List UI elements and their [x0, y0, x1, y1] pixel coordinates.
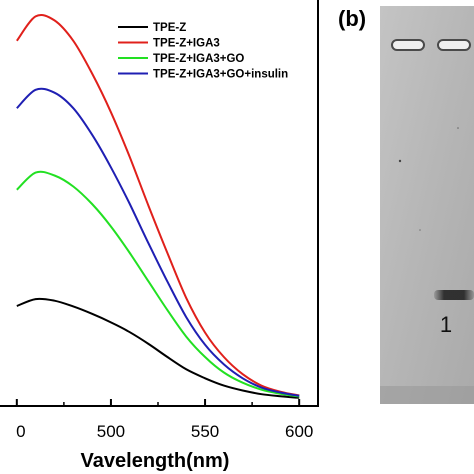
- gel-speck: [398, 159, 402, 163]
- x-tick-label: 550: [191, 422, 219, 441]
- gel-well: [391, 39, 425, 51]
- gel-bottom-edge: [380, 386, 474, 404]
- series-line-1: [15, 14, 300, 397]
- series-lines: [15, 14, 300, 399]
- series-line-0: [16, 297, 300, 399]
- x-axis-label: Vavelength(nm): [81, 450, 230, 472]
- x-tick-label: 600: [285, 422, 313, 441]
- gel-speck: [457, 127, 459, 129]
- lane-label: 1: [440, 312, 452, 337]
- panel-b: (b) 1: [338, 6, 474, 404]
- panel-b-label: (b): [338, 6, 366, 31]
- gel-speck: [419, 229, 421, 231]
- x-ticks: 0 500 550 600: [15, 399, 313, 441]
- x-tick-label: 0: [16, 422, 25, 441]
- gel-image: [380, 6, 474, 404]
- series-line-2: [16, 170, 300, 398]
- legend-label: TPE-Z+IGA3+GO+insulin: [153, 69, 288, 81]
- gel-band: [434, 290, 474, 300]
- legend-label: TPE-Z: [153, 22, 186, 34]
- gel-well: [437, 39, 471, 51]
- legend-label: TPE-Z+IGA3: [153, 38, 220, 50]
- series-line-3: [16, 87, 300, 397]
- legend-label: TPE-Z+IGA3+GO: [153, 53, 244, 65]
- plot-a: 0 500 550 600 Vavelength(nm) TPE-Z TPE-Z+IGA…: [0, 0, 319, 472]
- x-tick-label: 500: [97, 422, 125, 441]
- legend: TPE-Z TPE-Z+IGA3 TPE-Z+IGA3+GO TPE-Z+IGA3+G…: [118, 22, 288, 81]
